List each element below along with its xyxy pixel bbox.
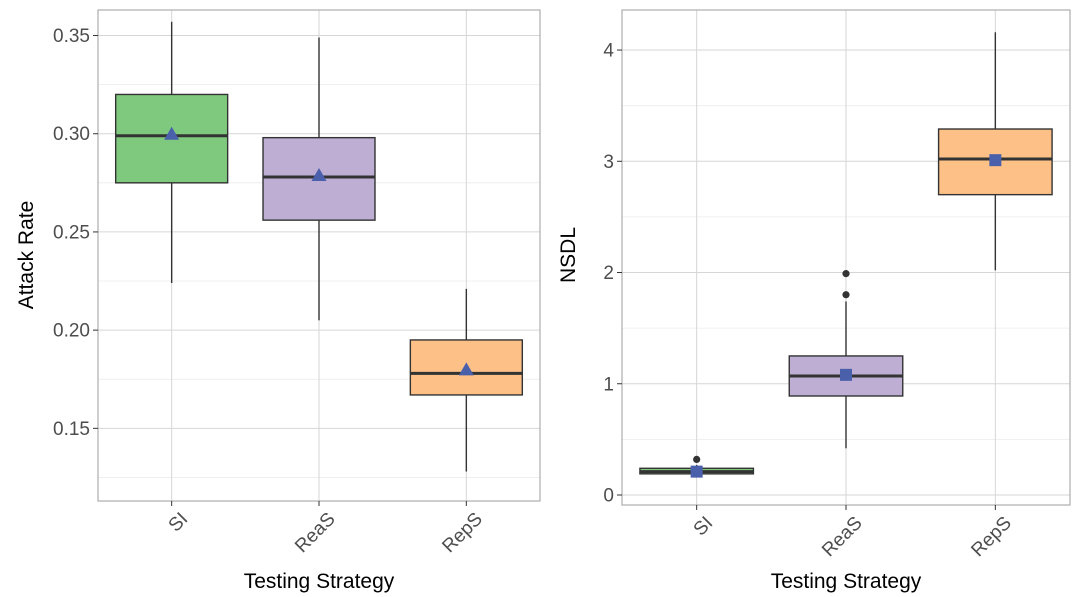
box-SI bbox=[114, 21, 229, 283]
x-tick-label: SI bbox=[165, 509, 193, 537]
box-SI bbox=[639, 455, 755, 478]
box-ReaS bbox=[262, 37, 376, 321]
x-axis-title: Testing Strategy bbox=[771, 570, 922, 593]
y-tick-label: 0.30 bbox=[53, 124, 90, 145]
y-tick-label: 1 bbox=[603, 374, 614, 395]
mean-marker bbox=[311, 167, 327, 181]
box-ReaS bbox=[788, 270, 904, 449]
x-tick-label: SI bbox=[690, 513, 718, 541]
outlier-point bbox=[842, 270, 850, 278]
mean-marker bbox=[164, 126, 180, 140]
y-tick-label: 0.35 bbox=[53, 26, 90, 47]
y-tick-label: 2 bbox=[603, 263, 614, 284]
box-iqr bbox=[262, 136, 376, 221]
mean-marker bbox=[458, 362, 474, 376]
box-RepS bbox=[937, 32, 1053, 271]
y-tick-label: 0 bbox=[603, 485, 614, 506]
y-tick-label: 4 bbox=[603, 41, 614, 62]
y-tick-label: 3 bbox=[603, 152, 614, 173]
panel-1: 0.15 0.20 0.25 0.30 0.35 SI ReaS RepS Testing St… bbox=[15, 9, 541, 593]
box-RepS bbox=[409, 288, 524, 472]
x-tick-label: ReaS bbox=[818, 513, 866, 561]
x-tick-label: RepS bbox=[967, 513, 1015, 561]
mean-marker bbox=[840, 368, 852, 381]
y-axis-title: Attack Rate bbox=[15, 201, 38, 310]
outlier-point bbox=[693, 455, 701, 463]
panel-2: 0 1 2 3 4 SI ReaS RepS Testing Strategy NSDL bbox=[557, 9, 1071, 593]
x-tick-label: RepS bbox=[438, 509, 486, 557]
y-axis-title: NSDL bbox=[557, 227, 580, 283]
y-tick-label: 0.25 bbox=[53, 222, 90, 243]
mean-marker bbox=[989, 154, 1002, 167]
outlier-point bbox=[842, 291, 850, 299]
x-axis-title: Testing Strategy bbox=[244, 570, 395, 593]
y-tick-label: 0.20 bbox=[53, 321, 90, 342]
y-tick-label: 0.15 bbox=[53, 419, 90, 440]
x-tick-label: ReaS bbox=[291, 509, 339, 557]
mean-marker bbox=[690, 465, 703, 478]
